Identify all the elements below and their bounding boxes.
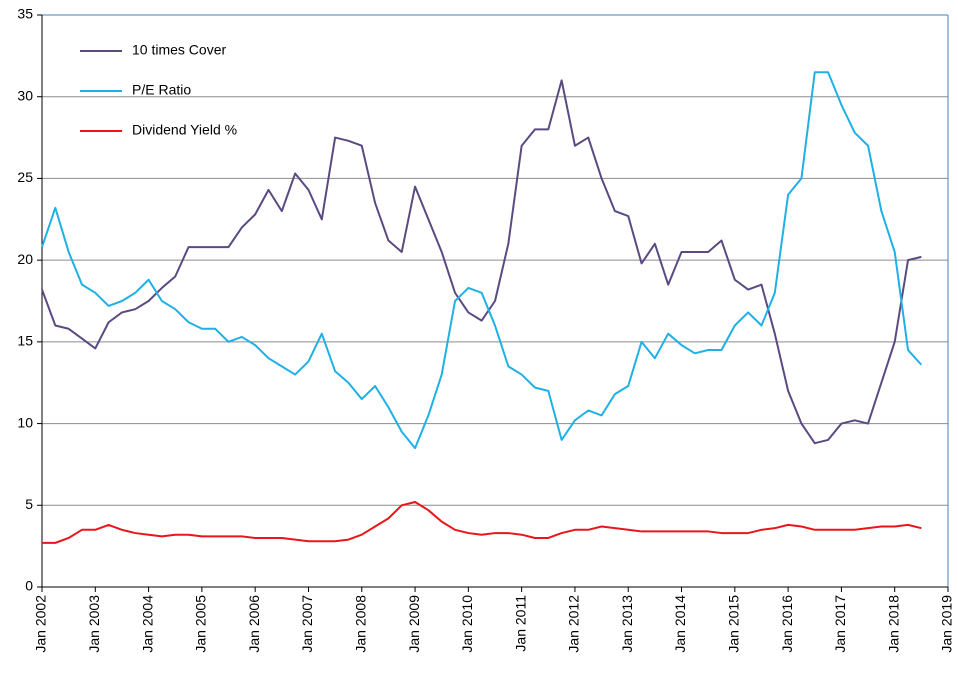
x-tick-label: Jan 2010 [459, 595, 475, 653]
y-tick-label: 30 [17, 87, 33, 103]
x-tick-label: Jan 2014 [672, 595, 688, 653]
x-tick-label: Jan 2004 [139, 595, 155, 653]
series-line [41, 71, 923, 450]
x-tick-label: Jan 2005 [193, 595, 209, 653]
x-tick-label: Jan 2012 [566, 595, 582, 653]
y-tick-label: 5 [25, 496, 33, 512]
legend-label: Dividend Yield % [132, 122, 237, 138]
x-tick-label: Jan 2017 [832, 595, 848, 653]
x-tick-label: Jan 2019 [939, 595, 955, 653]
x-tick-label: Jan 2011 [512, 595, 528, 652]
x-tick-label: Jan 2006 [246, 595, 262, 653]
y-tick-label: 35 [17, 6, 33, 22]
legend-label: P/E Ratio [132, 82, 191, 98]
y-tick-label: 10 [17, 414, 33, 430]
x-tick-label: Jan 2009 [406, 595, 422, 653]
x-tick-label: Jan 2016 [779, 595, 795, 653]
y-tick-label: 15 [17, 333, 33, 349]
x-tick-label: Jan 2013 [619, 595, 635, 653]
x-tick-label: Jan 2007 [299, 595, 315, 653]
y-tick-label: 25 [17, 169, 33, 185]
y-tick-label: 20 [17, 251, 33, 267]
y-tick-label: 0 [25, 578, 33, 594]
x-tick-label: Jan 2018 [885, 595, 901, 653]
x-tick-label: Jan 2008 [352, 595, 368, 653]
series-line [41, 79, 922, 445]
series-line [42, 501, 922, 544]
x-tick-label: Jan 2015 [726, 595, 742, 653]
x-tick-label: Jan 2003 [86, 595, 102, 653]
x-tick-label: Jan 2002 [33, 595, 49, 653]
legend-label: 10 times Cover [132, 42, 226, 58]
